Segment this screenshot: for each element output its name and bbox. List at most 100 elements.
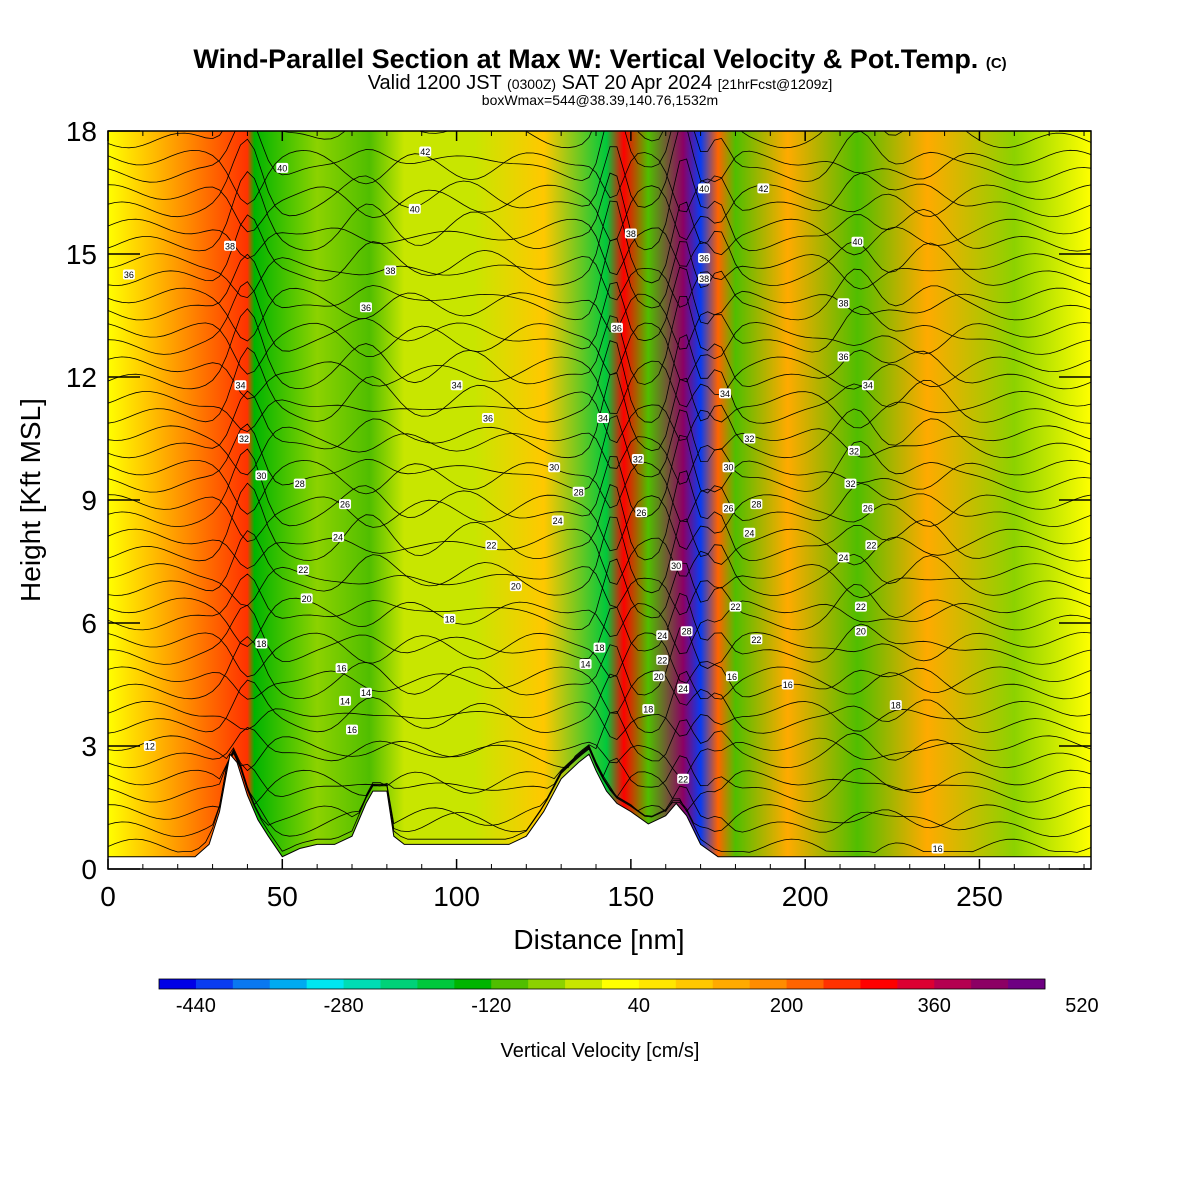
- theta-contour-label: 22: [865, 540, 878, 551]
- contour-label-text: 22: [751, 635, 761, 645]
- contour-label-text: 22: [866, 541, 876, 551]
- contour-label-text: 34: [863, 381, 873, 391]
- contour-label-text: 26: [340, 500, 350, 510]
- colorbar-swatch: [712, 979, 751, 989]
- theta-contour-label: 30: [670, 560, 683, 571]
- contour-label-bg: [335, 663, 348, 674]
- theta-contour-line: [108, 184, 1091, 242]
- colorbar-swatch: [417, 979, 455, 989]
- theta-contour-label: 32: [631, 454, 644, 465]
- theta-contour-label: 34: [596, 413, 609, 424]
- valid-prefix: Valid 1200 JST: [367, 72, 502, 94]
- theta-contour-label: 30: [548, 462, 561, 473]
- colorbar: -440 -280 -120 40 200 360 520: [158, 978, 1099, 1017]
- colorbar-swatch: [380, 979, 418, 989]
- theta-contour-line: [108, 356, 1091, 414]
- theta-contour-label: 24: [656, 630, 669, 641]
- theta-contour-label: 24: [837, 552, 850, 563]
- contour-label-bg: [297, 564, 310, 575]
- colorbar-swatch: [971, 979, 1009, 989]
- theta-contour-label: 18: [255, 638, 268, 649]
- contour-label-text: 36: [361, 303, 371, 313]
- contour-label-bg: [485, 540, 498, 551]
- contour-label-bg: [579, 659, 592, 669]
- theta-contour-label: 38: [837, 298, 850, 309]
- contour-label-text: 16: [347, 725, 357, 735]
- colorbar-tick-label: -280: [324, 995, 364, 1017]
- contour-label-text: 18: [891, 701, 901, 711]
- contour-label-text: 40: [410, 204, 420, 214]
- contour-label-bg: [652, 671, 665, 682]
- theta-contour-line: [108, 563, 1091, 616]
- contour-label-bg: [635, 507, 648, 518]
- contour-label-bg: [572, 486, 585, 497]
- contour-label-text: 38: [626, 229, 636, 239]
- contour-label-text: 20: [302, 594, 312, 604]
- contour-label-bg: [481, 413, 494, 423]
- theta-contour-label: 28: [293, 478, 306, 489]
- contour-label-bg: [359, 302, 372, 313]
- contour-label-bg: [346, 724, 359, 735]
- theta-contour-label: 22: [656, 654, 669, 665]
- contour-label-text: 18: [594, 643, 604, 653]
- theta-contour-label: 42: [419, 146, 432, 157]
- theta-contour-line: [108, 744, 1091, 813]
- theta-contour-label: 36: [359, 302, 372, 313]
- x-tick-label: 50: [267, 881, 298, 912]
- theta-contour-label: 40: [408, 203, 421, 214]
- contour-label-text: 24: [744, 528, 754, 538]
- contour-label-text: 30: [256, 471, 266, 481]
- colorbar-swatch: [897, 979, 935, 989]
- contour-label-text: 24: [333, 532, 343, 542]
- terrain: [108, 753, 1091, 869]
- theta-contour-label: 14: [579, 659, 592, 670]
- forecast-info: [21hrFcst@1209z]: [717, 76, 833, 92]
- contour-label-text: 24: [657, 631, 667, 641]
- contour-label-bg: [854, 626, 867, 637]
- x-axis-label: Distance [nm]: [513, 924, 684, 955]
- colorbar-swatch: [454, 979, 492, 989]
- contour-label-text: 22: [730, 602, 740, 612]
- colorbar-frame: [158, 978, 1046, 990]
- contour-label-bg: [743, 433, 756, 444]
- theta-contour-label: 30: [255, 470, 268, 481]
- contour-label-text: 16: [337, 664, 347, 674]
- theta-contour-label: 20: [509, 581, 522, 592]
- theta-contour-label: 34: [718, 388, 731, 399]
- theta-contour-label: 14: [359, 687, 372, 698]
- contour-label-bg: [718, 388, 731, 399]
- contour-label-bg: [300, 593, 313, 604]
- theta-contour-label: 36: [837, 351, 850, 362]
- colorbar-swatch: [675, 979, 714, 989]
- contour-label-bg: [255, 638, 268, 649]
- colorbar-title: Vertical Velocity [cm/s]: [501, 1040, 700, 1062]
- theta-contour-label: 36: [610, 322, 623, 333]
- colorbar-swatch: [565, 979, 603, 989]
- theta-contour-label: 16: [346, 724, 359, 735]
- contour-label-text: 26: [636, 508, 646, 518]
- contour-label-text: 40: [277, 163, 287, 173]
- colorbar-tick-label: -120: [471, 995, 511, 1017]
- theta-contour-line: [108, 266, 1091, 355]
- theta-contour-line: [108, 711, 1091, 769]
- theta-contour-label: 36: [122, 269, 135, 280]
- contour-label-text: 28: [682, 627, 692, 637]
- contour-label-bg: [443, 613, 456, 624]
- colorbar-swatch: [491, 979, 529, 989]
- contour-label-text: 36: [699, 254, 709, 264]
- contour-label-text: 24: [553, 516, 563, 526]
- theta-contour-label: 18: [443, 613, 456, 624]
- contour-label-bg: [757, 183, 770, 194]
- contour-label-text: 16: [783, 680, 793, 690]
- contour-label-text: 38: [838, 299, 848, 309]
- theta-contour-label: 24: [332, 531, 345, 542]
- theta-contour-line: [108, 287, 1091, 350]
- contour-label-bg: [450, 380, 463, 391]
- contour-label-bg: [743, 527, 756, 538]
- contour-label-bg: [837, 351, 850, 362]
- theta-contour-label: 16: [931, 843, 944, 854]
- contour-label-text: 24: [838, 553, 848, 563]
- contour-label-bg: [224, 240, 237, 251]
- contour-label-text: 32: [845, 479, 855, 489]
- theta-contour-label: 24: [551, 515, 564, 526]
